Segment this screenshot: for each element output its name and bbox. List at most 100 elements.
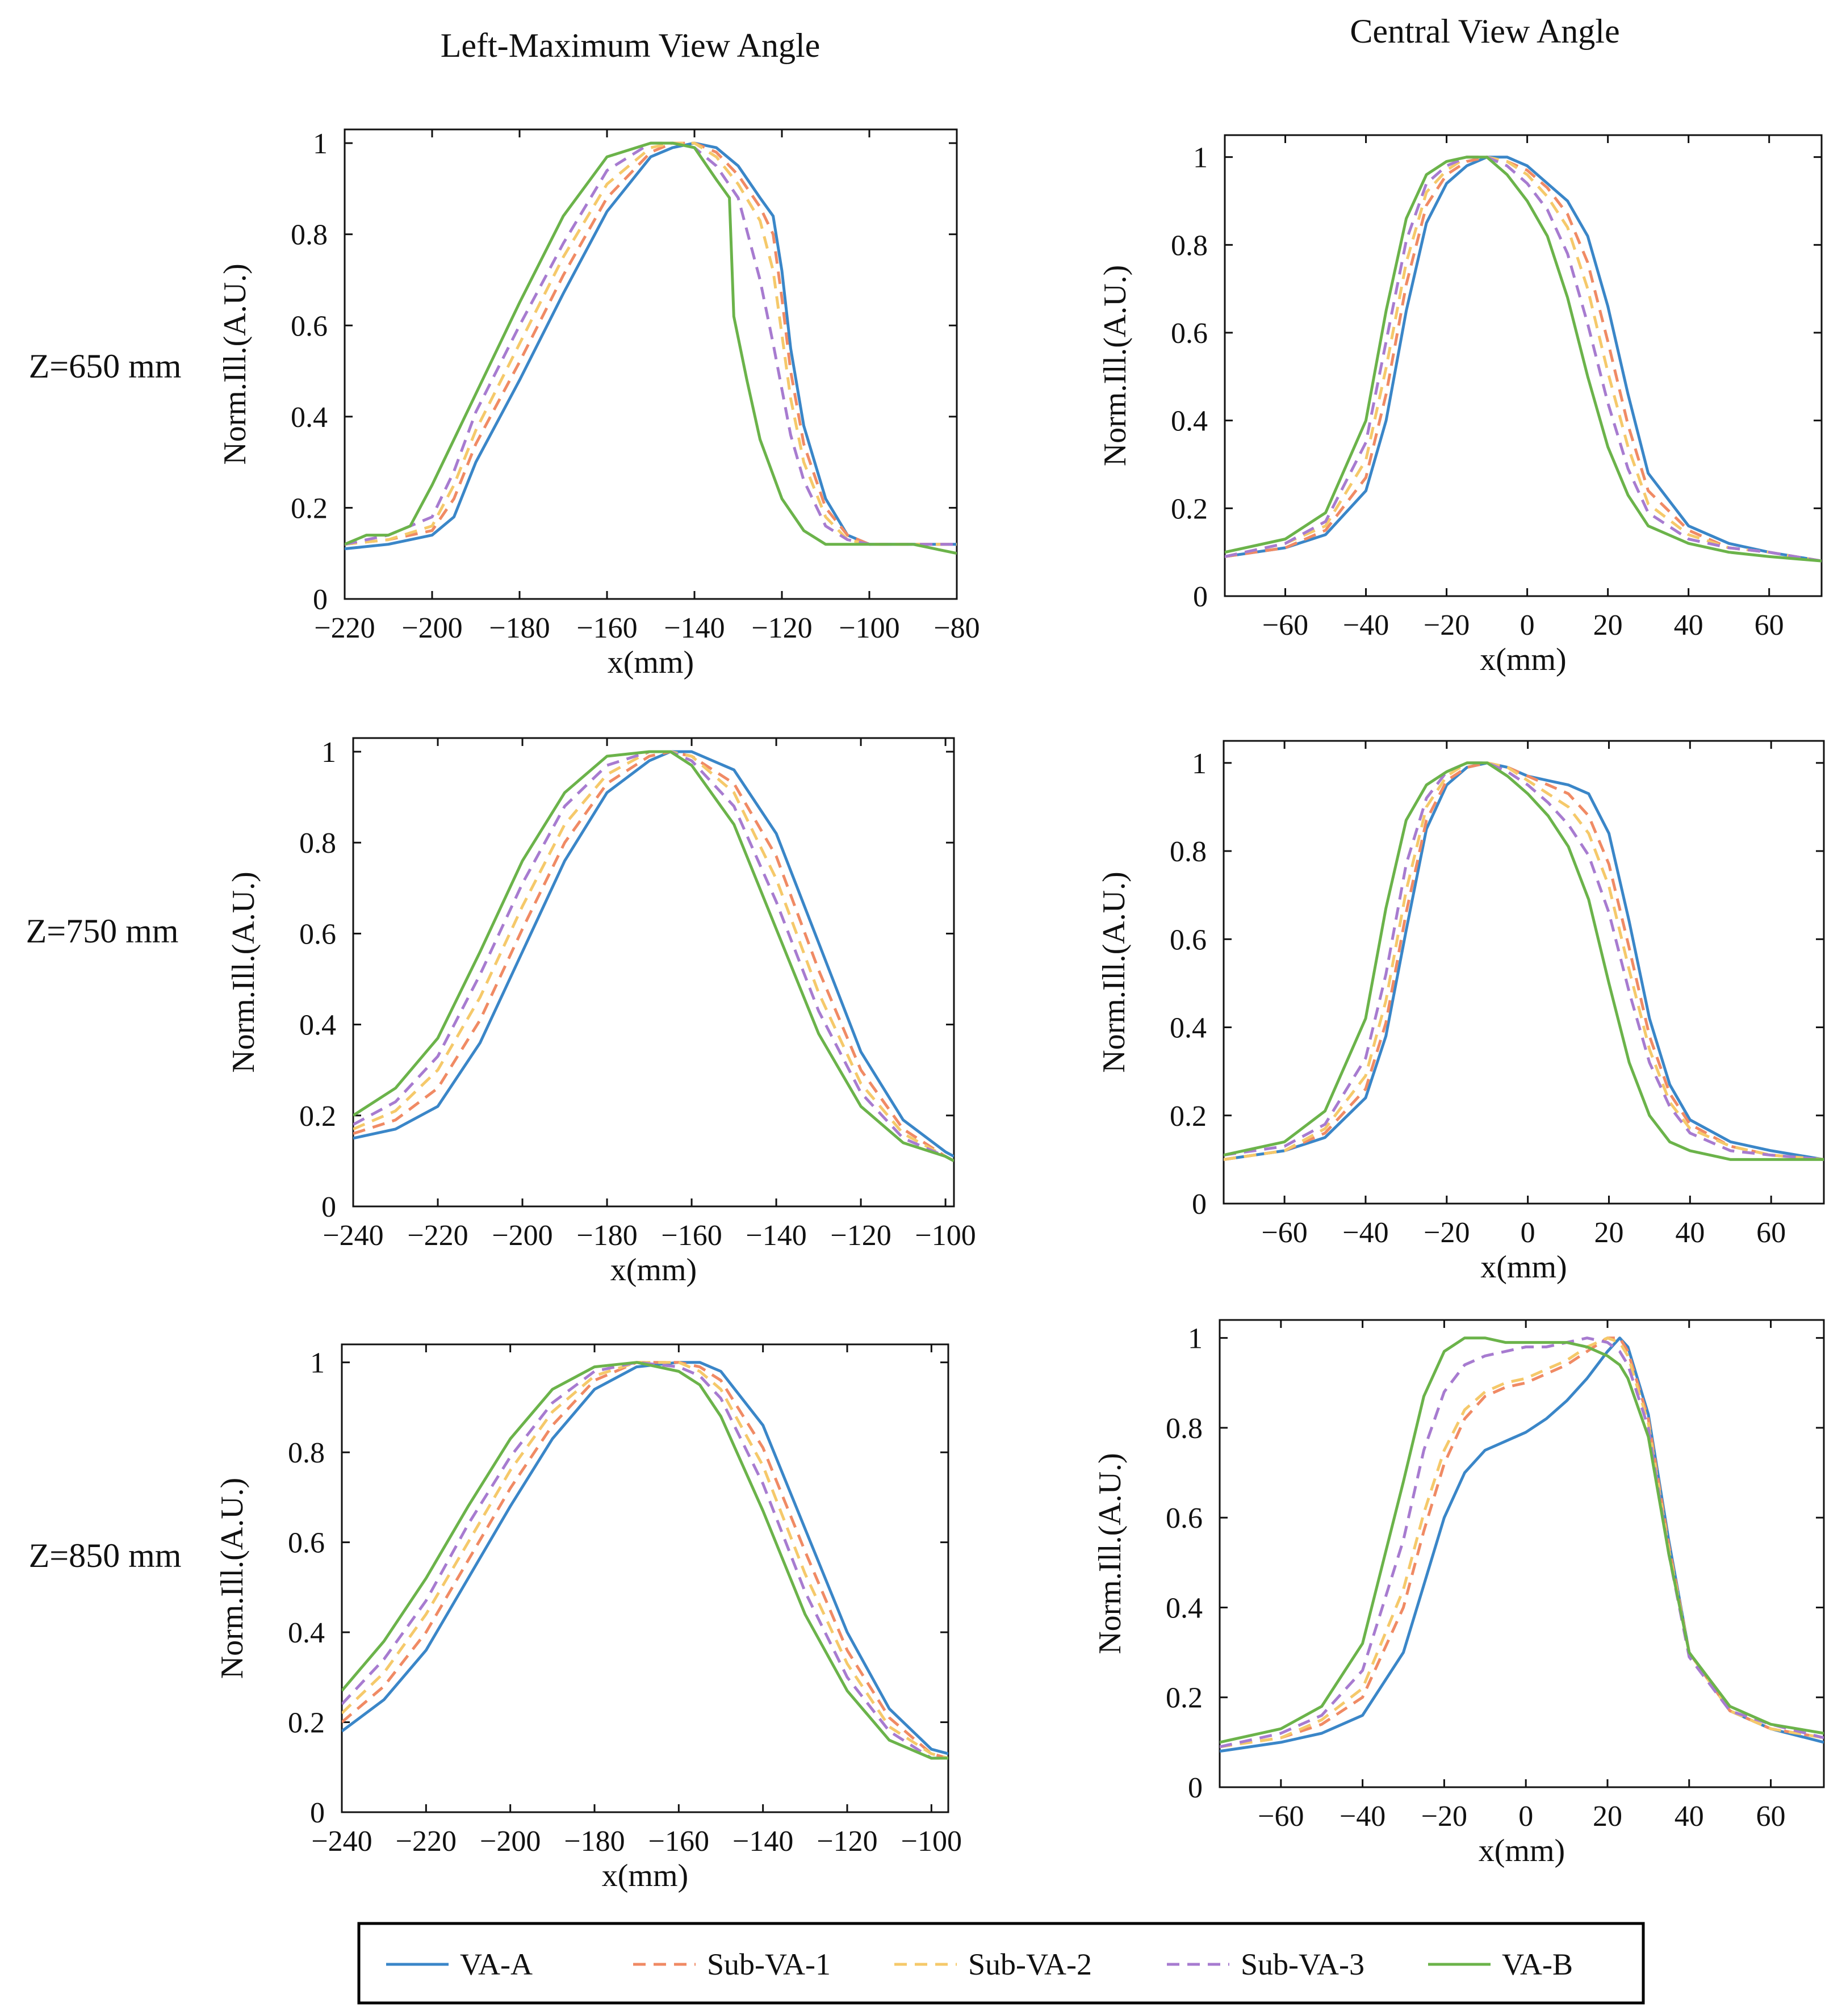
y-tick-label: 0.6 [1166,1502,1203,1535]
x-tick-label: −60 [1262,609,1308,642]
series-line-va-b [345,141,957,555]
legend-item-va-a: VA-A [386,1947,533,1981]
chart-lmax-750: −240 −220 −200 −180 −160 −140 −120 −100 0 0.2 0.4 0… [226,736,976,1288]
row-label-z750: Z=750 mm [26,912,179,950]
series-line-sub-va-3 [1225,156,1822,563]
series-line-sub-va-1 [1224,761,1824,1161]
column-title-central: Central View Angle [1350,12,1619,50]
y-tick-label: 1 [1193,142,1208,174]
row-label-z650: Z=650 mm [29,347,182,385]
y-tick-label: 0.8 [1171,229,1208,262]
legend-item-sub-va-1: Sub-VA-1 [633,1947,831,1981]
y-tick-label: 0.2 [1166,1682,1203,1715]
series-line-va-b [1224,761,1824,1161]
x-tick-label: −40 [1339,1800,1385,1833]
y-tick-label: 0 [310,1797,325,1829]
x-tick-label: −160 [648,1825,709,1858]
series-group [353,750,954,1163]
y-tick-label: 1 [321,736,336,769]
x-tick-label: 0 [1521,1217,1535,1249]
y-tick-label: 0.8 [288,1437,325,1469]
x-tick-label: 40 [1675,1217,1705,1249]
y-axis-label: Norm.Ill.(A.U.) [226,871,261,1073]
x-tick-label: −180 [564,1825,625,1858]
x-tick-label: 0 [1520,609,1535,642]
x-tick-label: −180 [489,612,550,644]
x-tick-label: −240 [323,1219,383,1252]
y-tick-label: 0.2 [288,1707,325,1740]
legend-item-sub-va-2: Sub-VA-2 [894,1947,1092,1981]
x-tick-label: −120 [751,612,812,644]
x-tick-label: −140 [664,612,725,644]
x-tick-label: −140 [732,1825,793,1858]
x-tick-label: −100 [915,1219,976,1252]
series-line-va-a [1225,156,1822,563]
x-tick-label: −100 [901,1825,962,1858]
legend-label: Sub-VA-2 [968,1947,1092,1981]
y-tick-label: 0.8 [291,219,328,252]
y-tick-label: 0.6 [1171,317,1208,350]
chart-lmax-850: −240 −220 −200 −180 −160 −140 −120 −100 0 0.2 0.4 0… [215,1343,962,1893]
x-tick-label: −200 [480,1825,541,1858]
y-tick-label: 0.2 [299,1100,336,1133]
plot-frame [1219,1319,1825,1788]
legend-item-sub-va-3: Sub-VA-3 [1167,1947,1364,1981]
y-tick-label: 0 [1193,581,1208,613]
series-line-sub-va-3 [345,141,957,546]
y-tick-label: 0.4 [288,1617,325,1649]
legend-label: VA-B [1502,1947,1573,1981]
x-tick-label: −120 [830,1219,891,1252]
series-group [1225,156,1822,563]
series-group [1224,761,1824,1161]
y-axis-label: Norm.Ill.(A.U.) [1098,265,1133,467]
y-tick-label: 0 [313,584,328,616]
x-tick-label: −220 [314,612,375,644]
x-tick-label: 40 [1675,1800,1704,1833]
legend: VA-A Sub-VA-1 Sub-VA-2 Sub-VA-3 VA-B [357,1922,1645,2005]
x-tick-label: −20 [1424,1217,1470,1249]
plot-frame [1224,134,1823,597]
x-tick-label: −20 [1421,1800,1467,1833]
y-tick-label: 1 [1188,1323,1203,1355]
chart-panels: −220 −200 −180 −160 −140 −120 −100 −8000.20.40.… [215,128,1825,1893]
x-tick-label: −60 [1258,1800,1304,1833]
series-group [342,1361,948,1760]
x-tick-label: 0 [1518,1800,1533,1833]
x-tick-label: 20 [1594,1217,1623,1249]
y-tick-label: 0 [1188,1772,1203,1804]
chart-central-750: −60 −40 −20 0 20 40 60 0 0.2 0.4 0.6 0.8 1 x(mm) Norm.… [1096,740,1825,1285]
y-tick-label: 0.4 [299,1009,336,1042]
series-line-va-a [1220,1336,1824,1753]
y-tick-label: 0.4 [1166,1592,1203,1624]
series-line-sub-va-2 [1225,156,1822,563]
plot-frame [344,128,958,600]
x-tick-label: −180 [576,1219,637,1252]
series-group [1220,1336,1824,1753]
plot-frame [352,737,955,1208]
x-tick-label: −200 [492,1219,552,1252]
x-tick-label: −160 [576,612,637,644]
x-tick-label: −60 [1261,1217,1307,1249]
y-axis-label: Norm.Ill.(A.U.) [1096,871,1132,1073]
y-tick-label: 1 [1192,748,1207,780]
chart-central-650: −60 −40 −20 0 20 40 60 0 0.2 0.4 0.6 0.8 1 x(mm) Norm.… [1098,134,1823,677]
series-line-sub-va-3 [342,1361,948,1760]
y-tick-label: 0.6 [291,310,328,342]
x-tick-label: 60 [1756,1800,1786,1833]
y-axis-label: Norm.Ill.(A.U.) [215,1478,250,1679]
x-tick-label: −220 [407,1219,468,1252]
legend-item-va-b: VA-B [1428,1947,1573,1981]
x-tick-label: −140 [746,1219,806,1252]
y-tick-label: 0.6 [288,1527,325,1560]
series-line-va-b [1220,1336,1824,1744]
y-tick-label: 0.2 [291,492,328,525]
y-tick-label: 0.4 [1170,1012,1207,1045]
y-tick-label: 0.8 [1170,836,1207,868]
legend-label: VA-A [460,1947,533,1981]
series-line-sub-va-1 [345,141,957,546]
x-tick-label: −40 [1343,609,1389,642]
x-tick-label: −160 [661,1219,722,1252]
y-tick-label: 0.2 [1170,1100,1207,1133]
series-line-va-b [1225,156,1822,563]
series-line-sub-va-1 [1225,156,1822,563]
